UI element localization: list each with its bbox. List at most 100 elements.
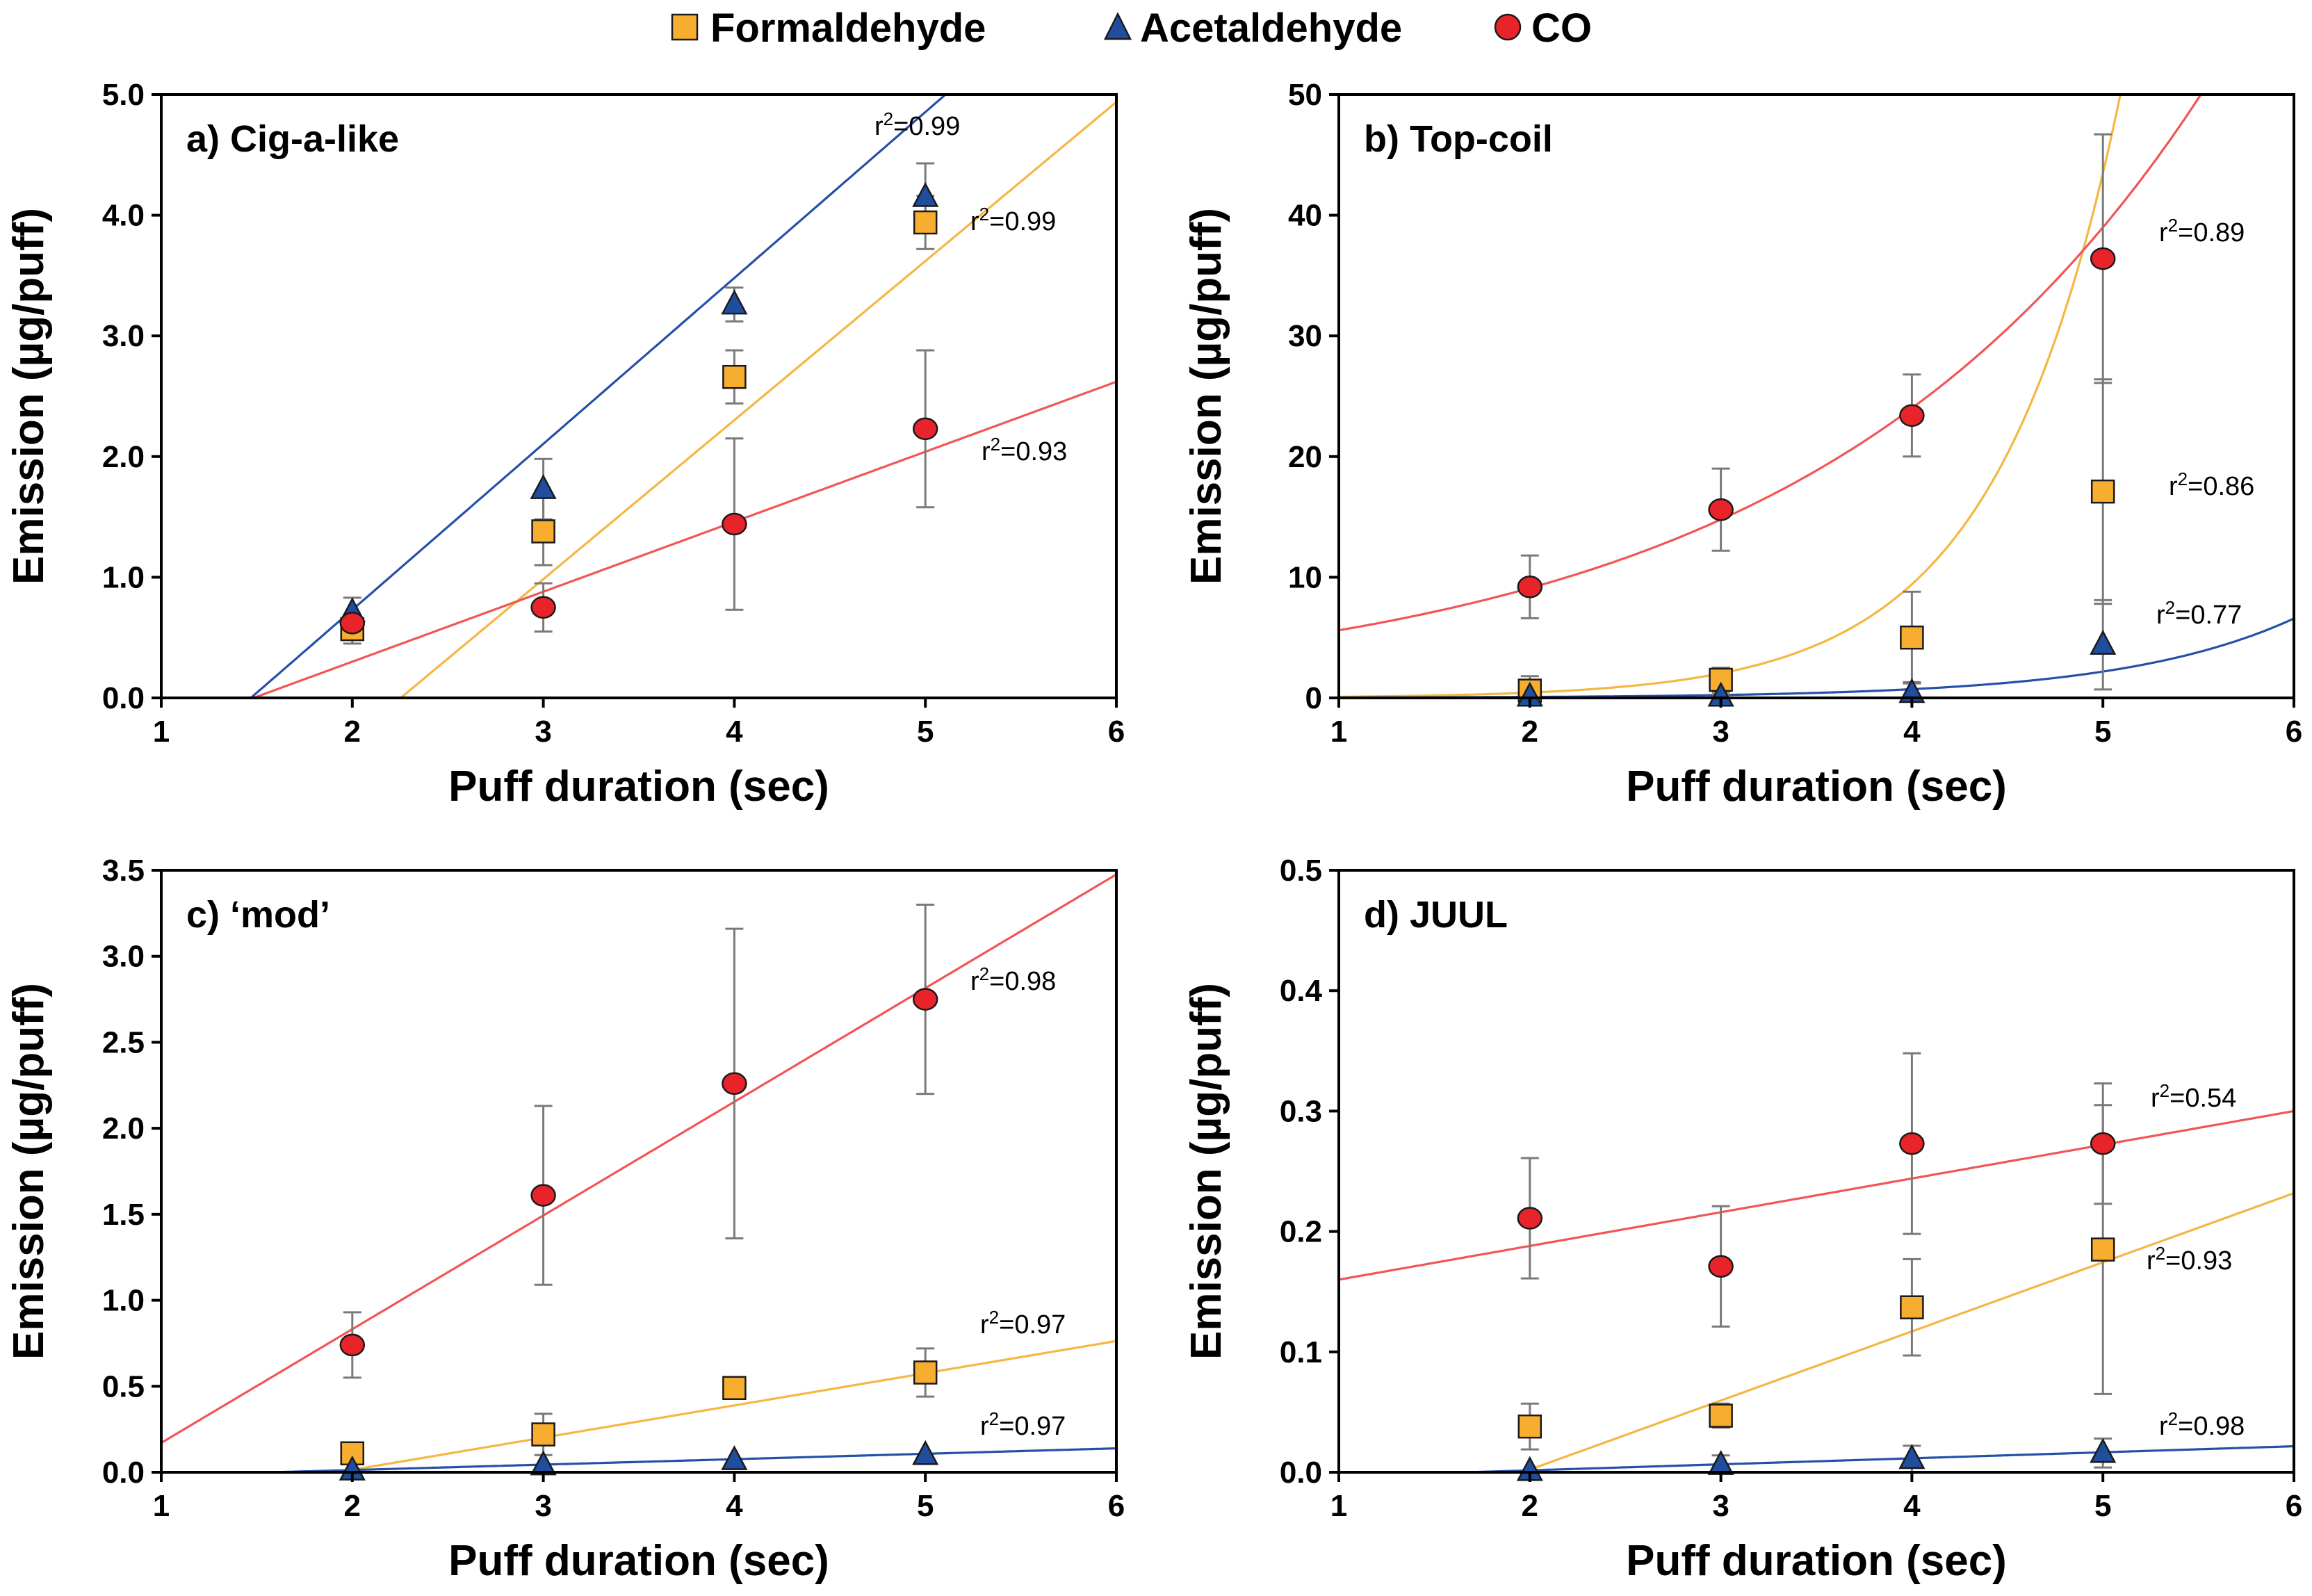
x-tick-label: 3 bbox=[1712, 1489, 1729, 1523]
x-tick-label: 5 bbox=[917, 1489, 934, 1523]
point-acetaldehyde bbox=[721, 1445, 748, 1470]
y-tick-label: 0.1 bbox=[1280, 1335, 1322, 1369]
r-squared-value-formaldehyde: 0.97 bbox=[1014, 1310, 1066, 1340]
r-squared-co: r2=0.98 bbox=[970, 963, 1056, 996]
y-axis-label: Emission (µg/puff) bbox=[1182, 983, 1230, 1360]
plot-frame bbox=[1337, 93, 2295, 699]
legend-item-acetaldehyde: Acetaldehyde bbox=[1103, 6, 1402, 51]
y-tick-label: 1.0 bbox=[102, 1284, 145, 1318]
y-tick-label: 5.0 bbox=[102, 78, 145, 112]
x-tick-label: 4 bbox=[1903, 1489, 1921, 1523]
r-squared-labels: r2=0.99 r2=0.99 r2=0.93 bbox=[874, 108, 1067, 466]
r-squared-acetaldehyde: r2=0.77 bbox=[2156, 597, 2242, 630]
x-axis: 1 2 3 4 5 6 bbox=[1330, 1472, 2302, 1523]
y-tick-label: 50 bbox=[1288, 78, 1322, 112]
x-axis-label: Puff duration (sec) bbox=[448, 1537, 829, 1585]
point-co bbox=[339, 612, 366, 635]
x-tick-label: 1 bbox=[1330, 715, 1347, 749]
point-acetaldehyde bbox=[912, 1440, 939, 1465]
r-squared-value-acetaldehyde: 0.99 bbox=[909, 112, 960, 141]
error-bars bbox=[1520, 1052, 2112, 1472]
data-points bbox=[339, 988, 939, 1481]
x-tick-label: 4 bbox=[1903, 715, 1921, 749]
r-squared-co: r2=0.93 bbox=[982, 434, 1067, 466]
error-bars bbox=[343, 903, 935, 1462]
y-tick-label: 0.0 bbox=[1280, 1456, 1322, 1490]
point-co bbox=[1899, 1132, 1925, 1155]
point-formaldehyde bbox=[1900, 1295, 1924, 1319]
r-squared-value-acetaldehyde: 0.77 bbox=[2190, 601, 2242, 630]
panel-title: b) Top-coil bbox=[1364, 118, 1553, 160]
r-squared-co: r2=0.54 bbox=[2151, 1080, 2236, 1113]
y-tick-label: 3.0 bbox=[102, 319, 145, 353]
plot-frame bbox=[160, 93, 1118, 699]
r-squared-labels: r2=0.93 r2=0.98 r2=0.54 bbox=[2147, 1080, 2245, 1441]
r-squared-acetaldehyde: r2=0.99 bbox=[874, 108, 960, 141]
plot-frame bbox=[160, 869, 1118, 1474]
x-tick-label: 2 bbox=[344, 1489, 361, 1523]
fit-lines bbox=[249, 95, 1116, 698]
legend-item-formaldehyde: Formaldehyde bbox=[671, 6, 986, 51]
x-tick-label: 4 bbox=[726, 715, 743, 749]
y-axis-label: Emission (µg/puff) bbox=[5, 208, 53, 585]
x-tick-label: 6 bbox=[1108, 715, 1125, 749]
point-acetaldehyde bbox=[1898, 1444, 1926, 1469]
panel-3: 1 2 3 4 5 6 0.0 0.5 1.0 1.5 2.0 2.5 3.0 3.5 c) ‘mod’ Pu… bbox=[5, 854, 1125, 1585]
triangle-icon bbox=[1103, 12, 1132, 40]
x-tick-label: 1 bbox=[153, 715, 170, 749]
panel-title: d) JUUL bbox=[1364, 894, 1508, 936]
r-squared-co: r2=0.89 bbox=[2159, 215, 2245, 247]
x-tick-label: 5 bbox=[2094, 715, 2111, 749]
r-squared-value-acetaldehyde: 0.97 bbox=[1014, 1412, 1066, 1441]
y-tick-label: 2.0 bbox=[102, 440, 145, 474]
x-tick-label: 3 bbox=[535, 715, 551, 749]
legend-label-formaldehyde: Formaldehyde bbox=[710, 6, 986, 51]
point-formaldehyde bbox=[531, 1422, 555, 1447]
fit-line-formaldehyde bbox=[1519, 1191, 2294, 1472]
r-squared-value-co: 0.93 bbox=[1016, 437, 1067, 466]
legend-label-co: CO bbox=[1531, 6, 1592, 51]
x-axis: 1 2 3 4 5 6 bbox=[1330, 698, 2302, 749]
y-axis: 0.0 0.5 1.0 1.5 2.0 2.5 3.0 3.5 bbox=[102, 854, 161, 1490]
r-squared-acetaldehyde: r2=0.98 bbox=[2159, 1408, 2245, 1441]
y-tick-label: 0.4 bbox=[1280, 974, 1323, 1008]
panel-1: 1 2 3 4 5 6 0.0 1.0 2.0 3.0 4.0 5.0 a) Cig-a-like Puf… bbox=[5, 78, 1125, 811]
r-squared-value-co: 0.89 bbox=[2193, 218, 2245, 247]
y-axis-label: Emission (µg/puff) bbox=[1182, 208, 1230, 585]
y-tick-label: 2.0 bbox=[102, 1112, 145, 1146]
y-tick-label: 0.2 bbox=[1280, 1215, 1322, 1249]
point-formaldehyde bbox=[1709, 1403, 1733, 1428]
y-axis: 0.0 0.1 0.2 0.3 0.4 0.5 bbox=[1280, 854, 1339, 1490]
point-co bbox=[1517, 1207, 1543, 1230]
x-tick-label: 4 bbox=[726, 1489, 743, 1523]
panel-title: c) ‘mod’ bbox=[186, 894, 330, 936]
panel-title: a) Cig-a-like bbox=[186, 118, 399, 160]
r-squared-labels: r2=0.97 r2=0.97 r2=0.98 bbox=[970, 963, 1066, 1441]
point-formaldehyde bbox=[913, 1360, 938, 1385]
point-co bbox=[1517, 576, 1543, 598]
point-co bbox=[2090, 247, 2116, 270]
x-axis-label: Puff duration (sec) bbox=[1626, 763, 2007, 811]
r-squared-formaldehyde: r2=0.99 bbox=[970, 204, 1056, 236]
legend-label-acetaldehyde: Acetaldehyde bbox=[1140, 6, 1402, 51]
x-tick-label: 5 bbox=[2094, 1489, 2111, 1523]
r-squared-value-co: 0.98 bbox=[1004, 967, 1056, 996]
error-bars bbox=[343, 162, 935, 645]
y-tick-label: 1.5 bbox=[102, 1198, 145, 1232]
y-tick-label: 3.0 bbox=[102, 940, 145, 974]
r-squared-formaldehyde: r2=0.86 bbox=[2169, 469, 2254, 501]
point-formaldehyde bbox=[913, 210, 938, 235]
r-squared-formaldehyde: r2=0.93 bbox=[2147, 1243, 2232, 1276]
point-formaldehyde bbox=[722, 1376, 747, 1401]
x-tick-label: 2 bbox=[1522, 1489, 1538, 1523]
point-co bbox=[912, 417, 938, 441]
x-tick-label: 2 bbox=[344, 715, 361, 749]
fit-line-acetaldehyde bbox=[1339, 617, 2294, 698]
fit-line-co bbox=[161, 873, 1116, 1444]
y-tick-label: 0 bbox=[1305, 681, 1322, 715]
r-squared-value-co: 0.54 bbox=[2185, 1084, 2236, 1113]
point-co bbox=[1708, 1255, 1734, 1278]
point-acetaldehyde bbox=[721, 289, 748, 315]
point-formaldehyde bbox=[722, 364, 747, 389]
r-squared-acetaldehyde: r2=0.97 bbox=[980, 1408, 1066, 1441]
